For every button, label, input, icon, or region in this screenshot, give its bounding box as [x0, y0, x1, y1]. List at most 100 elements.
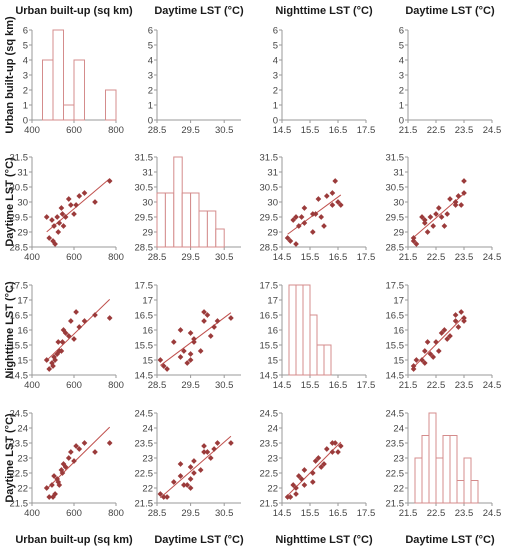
histogram-bar [421, 435, 430, 504]
x-tick-label: 800 [108, 125, 124, 136]
y-tick-label: 24.5 [135, 408, 154, 419]
panel-night-vs-day2: 14.5 15 15.5 16 16.5 17 17.5 21.5 22.5 23.5 24.5 [386, 280, 502, 391]
data-point [309, 229, 316, 235]
column-label-bottom: Urban built-up (sq km) [15, 534, 133, 546]
histogram-bar [428, 412, 437, 504]
data-point [441, 327, 448, 333]
y-tick-label: 29 [393, 227, 404, 238]
data-point [452, 202, 459, 208]
data-point [164, 366, 170, 372]
data-point [323, 446, 330, 452]
data-point [323, 193, 330, 199]
histogram-bar [52, 29, 64, 121]
y-tick-label: 29.5 [10, 212, 29, 223]
panel-urban-vs-day2: 0 1 2 3 4 5 6 21.5 22.5 23.5 24.5 [399, 25, 502, 136]
data-point [438, 214, 445, 220]
x-tick-label: 16.5 [329, 125, 348, 136]
panel-urban-vs-night: 0 1 2 3 4 5 6 14.5 15.5 16.5 17.5 [273, 25, 376, 136]
y-tick-label: 21.5 [260, 498, 279, 509]
y-tick-label: 21.5 [386, 498, 405, 509]
data-point [157, 491, 164, 497]
data-point [201, 318, 207, 324]
y-tick-label: 17 [267, 295, 278, 306]
y-tick-label: 30 [267, 197, 278, 208]
data-point [329, 190, 336, 196]
data-point [191, 339, 197, 345]
x-tick-label: 400 [24, 380, 40, 391]
x-tick-label: 28.5 [148, 252, 167, 263]
data-point [76, 446, 83, 452]
x-tick-label: 29.5 [181, 252, 200, 263]
data-point [444, 211, 451, 217]
data-point [329, 202, 336, 208]
x-tick-label: 800 [108, 252, 124, 263]
data-point [187, 476, 194, 482]
y-tick-label: 17 [142, 295, 153, 306]
column-label-top: Daytime LST (°C) [154, 5, 244, 17]
histogram-bar [456, 480, 465, 504]
y-tick-label: 17.5 [135, 280, 154, 291]
data-point [309, 470, 316, 476]
y-tick-label: 24 [393, 423, 404, 434]
data-point [177, 354, 184, 360]
panel-urban-vs-urban: 0 1 2 3 4 5 6 400 600 800 [23, 25, 124, 136]
data-point [421, 360, 428, 366]
row-label: Urban built-up (sq km) [4, 16, 16, 134]
y-tick-label: 30.5 [386, 182, 405, 193]
x-tick-label: 21.5 [399, 380, 418, 391]
data-point [81, 440, 88, 446]
y-tick-label: 31 [142, 167, 153, 178]
data-point [170, 339, 177, 345]
x-tick-label: 22.5 [427, 125, 446, 136]
data-point [284, 235, 291, 241]
y-tick-label: 15.5 [135, 340, 154, 351]
data-point [318, 464, 325, 470]
data-point [160, 494, 167, 500]
data-point [433, 339, 439, 345]
panel-day-vs-urban: 28.5 29 29.5 30 30.5 31 31.5 400 600 800 [10, 152, 124, 263]
y-tick-label: 17.5 [10, 280, 29, 291]
y-tick-label: 30.5 [10, 182, 29, 193]
data-point [201, 309, 207, 315]
y-tick-label: 5 [148, 40, 153, 51]
x-tick-label: 16.5 [329, 508, 348, 519]
data-point [430, 223, 437, 229]
y-tick-label: 6 [23, 25, 28, 36]
histogram-bar [42, 59, 54, 121]
panel-day-vs-day: 28.5 29 29.5 30 30.5 31 31.5 28.5 29.5 30.5 [135, 152, 241, 263]
panel-urban-vs-day: 0 1 2 3 4 5 6 28.5 29.5 30.5 [148, 25, 241, 136]
data-point [92, 199, 98, 205]
data-point [444, 336, 451, 342]
y-tick-label: 24.5 [10, 408, 29, 419]
y-tick-label: 22.5 [10, 468, 29, 479]
data-point [424, 339, 431, 345]
y-tick-label: 4 [23, 55, 28, 66]
y-tick-label: 31.5 [10, 152, 29, 163]
data-point [184, 482, 191, 488]
x-tick-label: 22.5 [427, 508, 446, 519]
data-point [458, 309, 465, 315]
data-point [197, 348, 204, 354]
panel-day-vs-night: 28.5 29 29.5 30 30.5 31 31.5 14.5 15.5 16.5 17.5 [260, 152, 376, 263]
y-tick-label: 6 [148, 25, 153, 36]
histogram-bar [295, 284, 304, 376]
data-point [54, 214, 61, 220]
x-tick-label: 22.5 [427, 252, 446, 263]
data-point [71, 211, 77, 217]
panel-day2-vs-day: 21.5 22 22.5 23 23.5 24 24.5 28.5 29.5 30.5 [135, 408, 241, 519]
data-point [315, 196, 322, 202]
x-tick-label: 16.5 [329, 380, 348, 391]
data-point [191, 470, 197, 476]
data-point [71, 336, 77, 342]
x-tick-label: 30.5 [215, 125, 234, 136]
panel-night-vs-day: 14.5 15 15.5 16 16.5 17 17.5 28.5 29.5 30.5 [135, 280, 241, 391]
data-point [201, 449, 207, 455]
x-tick-label: 14.5 [273, 508, 292, 519]
histogram-bar [449, 435, 458, 504]
data-point [177, 473, 184, 479]
y-tick-label: 28.5 [260, 242, 279, 253]
x-tick-label: 400 [24, 508, 40, 519]
y-tick-label: 1 [148, 100, 153, 111]
histogram-bar [288, 284, 297, 376]
data-point [298, 214, 305, 220]
